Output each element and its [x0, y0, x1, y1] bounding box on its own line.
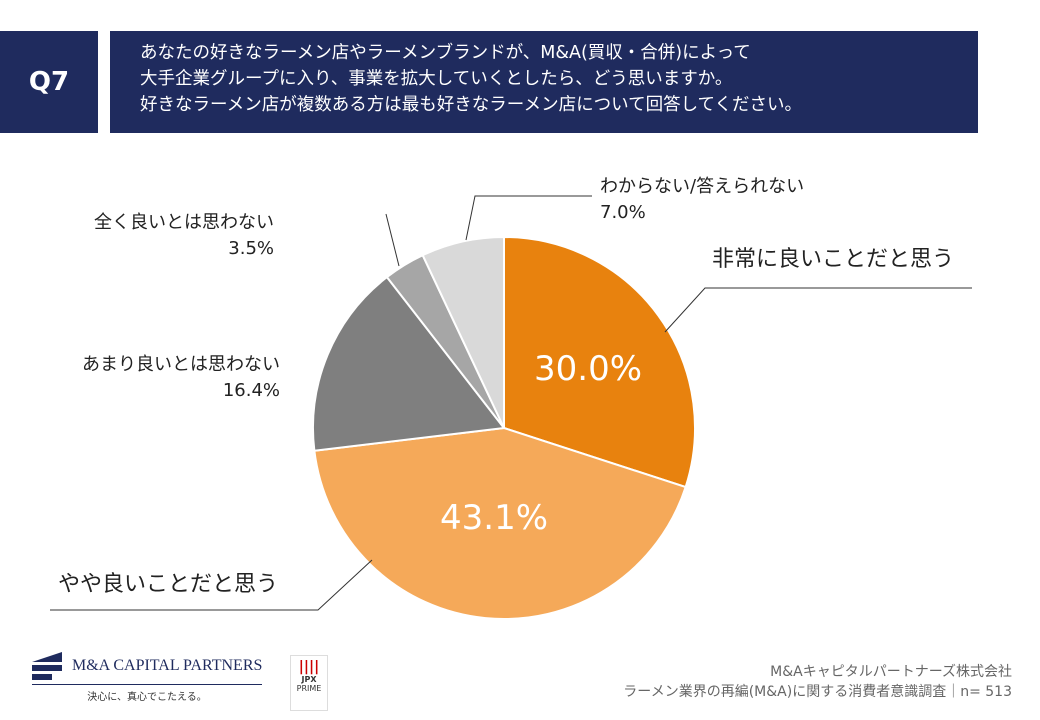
label-very-good: 非常に良いことだと思う — [712, 247, 955, 272]
logo-mark-icon — [32, 652, 62, 680]
slice-label: 全く良いとは思わない — [94, 212, 274, 233]
footer-survey: ラーメン業界の再編(M&A)に関する消費者意識調査｜n= 513 — [623, 684, 1012, 700]
company-name: M&A CAPITAL PARTNERS — [72, 657, 263, 674]
pie-slice-0 — [503, 235, 696, 489]
footer: M&Aキャピタルパートナーズ株式会社 ラーメン業界の再編(M&A)に関する消費者… — [623, 662, 1012, 702]
label-somewhat-good: やや良いことだと思う — [58, 572, 279, 597]
footer-company: M&Aキャピタルパートナーズ株式会社 — [770, 664, 1012, 680]
tagline: 決心に、真心でこたえる。 — [32, 684, 262, 703]
question-line: 好きなラーメン店が複数ある方は最も好きなラーメン店について回答してください。 — [140, 95, 803, 115]
question-line: 大手企業グループに入り、事業を拡大していくとしたら、どう思いますか。 — [140, 69, 733, 89]
company-logo: M&A CAPITAL PARTNERS 決心に、真心でこたえる。 — [32, 652, 262, 703]
pie-slice-2 — [312, 275, 506, 452]
slice-value: 16.4% — [222, 380, 280, 401]
jpx-label: JPX — [301, 675, 317, 684]
pie-slice-4 — [421, 235, 505, 429]
leader-line — [664, 287, 972, 333]
label-dont-know: わからない/答えられない 7.0% — [600, 174, 804, 226]
leader-line — [385, 213, 400, 267]
slice-value: 7.0% — [600, 202, 646, 223]
question-line: あなたの好きなラーメン店やラーメンブランドが、M&A(買収・合併)によって — [140, 43, 751, 63]
value-somewhat-good: 43.1% — [440, 498, 549, 538]
leader-line — [465, 195, 592, 241]
value-very-good: 30.0% — [534, 349, 643, 389]
jpx-sub: PRIME — [296, 684, 322, 693]
slice-label: わからない/答えられない — [600, 176, 805, 197]
slice-label: あまり良いとは思わない — [82, 354, 280, 375]
slice-value: 3.5% — [228, 238, 274, 259]
pie-slice-1 — [313, 426, 687, 620]
question-text: あなたの好きなラーメン店やラーメンブランドが、M&A(買収・合併)によって 大手… — [110, 31, 978, 133]
label-not-very-good: あまり良いとは思わない 16.4% — [48, 352, 280, 404]
jpx-icon: |||| — [298, 659, 320, 675]
label-not-good-at-all: 全く良いとは思わない 3.5% — [48, 210, 274, 262]
leader-line — [50, 559, 373, 611]
jpx-prime-badge: |||| JPX PRIME — [290, 655, 328, 711]
question-number: Q7 — [0, 31, 98, 133]
